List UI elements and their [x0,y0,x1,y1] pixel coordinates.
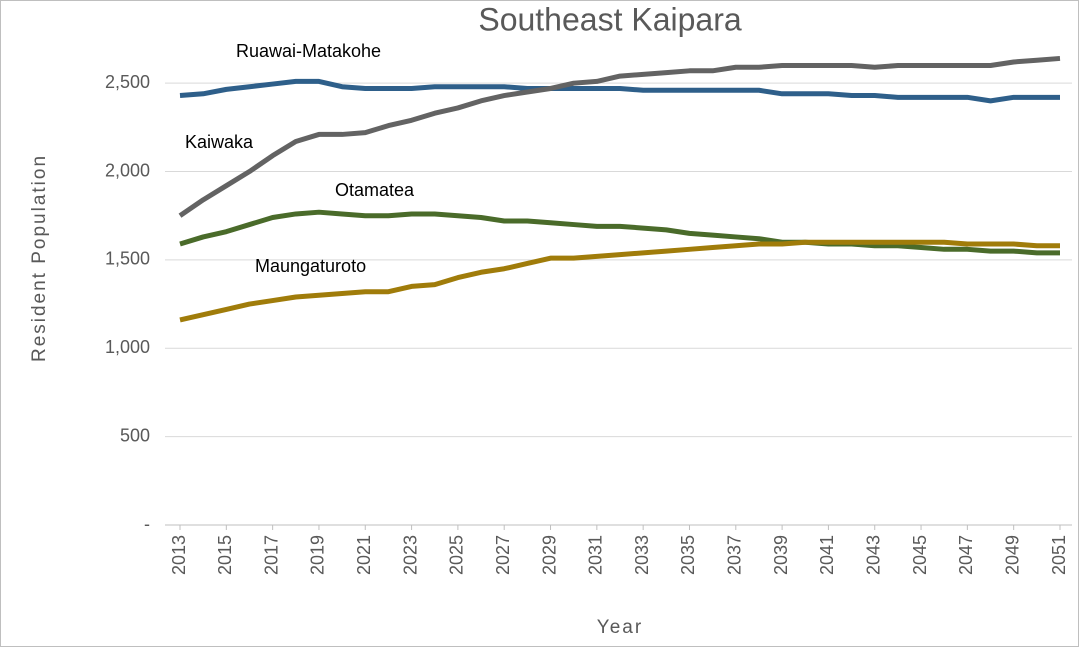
x-tick-label: 2025 [447,535,467,575]
x-tick-label: 2021 [354,535,374,575]
series-line [179,239,1060,323]
x-tick-label: 2031 [586,535,606,575]
y-tick-label: - [144,514,150,534]
x-tick-label: 2049 [1002,535,1022,575]
x-tick-label: 2051 [1049,535,1069,575]
y-tick-label: 2,000 [105,160,150,180]
x-tick-label: 2013 [169,535,189,575]
y-tick-label: 2,500 [105,72,150,92]
x-tick-label: 2043 [863,535,883,575]
series-label: Ruawai-Matakohe [236,41,381,61]
x-tick-label: 2029 [539,535,559,575]
chart-title: Southeast Kaipara [478,1,742,37]
series-label: Kaiwaka [185,132,254,152]
x-tick-label: 2035 [678,535,698,575]
y-axis-label: Resident Population [29,154,50,362]
x-tick-label: 2027 [493,535,513,575]
x-axis-label: Year [597,617,643,638]
y-tick-label: 1,500 [105,249,150,269]
series-line [179,209,1060,256]
series-line [178,55,1061,218]
series-label: Otamatea [335,180,415,200]
x-tick-label: 2023 [400,535,420,575]
x-tick-label: 2019 [308,535,328,575]
x-tick-label: 2041 [817,535,837,575]
x-tick-label: 2039 [771,535,791,575]
y-tick-label: 500 [120,425,150,445]
series-label: Maungaturoto [255,256,366,276]
x-tick-label: 2033 [632,535,652,575]
x-tick-label: 2017 [261,535,281,575]
x-tick-label: 2015 [215,535,235,575]
series-line [179,78,1060,104]
x-tick-label: 2037 [725,535,745,575]
x-tick-label: 2047 [956,535,976,575]
x-tick-label: 2045 [910,535,930,575]
y-tick-label: 1,000 [105,337,150,357]
